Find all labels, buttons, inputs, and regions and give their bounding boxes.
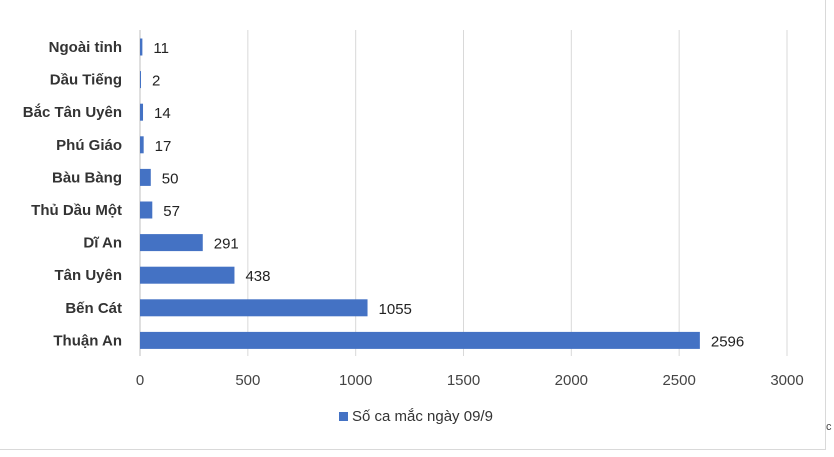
bar: [140, 38, 143, 56]
bar: [140, 103, 144, 121]
x-tick-label: 3000: [770, 372, 803, 389]
x-tick-label: 500: [235, 372, 260, 389]
legend-swatch: [339, 412, 348, 421]
chart-frame: [0, 0, 826, 450]
data-label: 2596: [711, 333, 744, 350]
bar: [140, 331, 700, 349]
data-label: 1055: [379, 301, 412, 318]
bar: [140, 266, 235, 284]
x-tick-label: 1500: [447, 372, 480, 389]
category-label: Dầu Tiếng: [50, 72, 122, 89]
data-label: 57: [163, 203, 180, 220]
category-label: Tân Uyên: [54, 267, 122, 284]
category-label: Bàu Bàng: [52, 169, 122, 186]
bar: [140, 71, 141, 89]
x-tick-label: 2000: [555, 372, 588, 389]
category-label: Bắc Tân Uyên: [23, 103, 122, 121]
bar: [140, 136, 144, 154]
legend: Số ca mắc ngày 09/9: [339, 408, 493, 425]
data-label: 11: [153, 40, 169, 57]
x-tick-label: 2500: [662, 372, 695, 389]
category-label: Bến Cát: [65, 300, 122, 317]
corner-glyph: c: [826, 421, 832, 433]
legend-label: Số ca mắc ngày 09/9: [352, 408, 493, 425]
data-label: 438: [245, 268, 270, 285]
category-label: Phú Giáo: [56, 137, 122, 154]
bars: [140, 38, 700, 349]
data-label: 291: [214, 236, 239, 253]
category-label: Thủ Dầu Một: [31, 202, 122, 219]
labels: 0 500 1000 1500 2000 2500 3000 Ngoài tỉnh 11 Dầu …: [23, 39, 804, 389]
bar: [140, 299, 368, 317]
bar: [140, 234, 203, 252]
data-label: 14: [154, 105, 171, 122]
bar: [140, 201, 153, 219]
category-label: Dĩ An: [83, 235, 122, 252]
data-label: 17: [155, 138, 172, 155]
category-label: Ngoài tỉnh: [49, 39, 122, 56]
bar: [140, 168, 151, 186]
x-tick-label: 0: [136, 372, 144, 389]
data-label: 50: [162, 170, 179, 187]
x-tick-label: 1000: [339, 372, 372, 389]
category-label: Thuận An: [53, 332, 122, 349]
data-label: 2: [152, 73, 160, 90]
